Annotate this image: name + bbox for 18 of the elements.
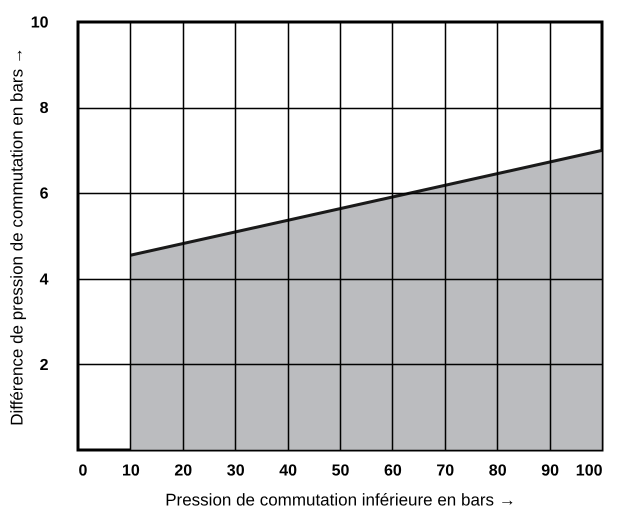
x-tick-label: 30 xyxy=(226,462,245,480)
y-tick-label: 4 xyxy=(40,271,49,288)
x-tick-label: 70 xyxy=(436,462,454,480)
y-tick-label: 10 xyxy=(30,14,49,32)
x-tick-label: 10 xyxy=(122,462,140,480)
x-tick-label: 50 xyxy=(332,462,350,480)
x-tick-label: 60 xyxy=(384,462,402,480)
y-tick-label: 6 xyxy=(40,186,49,203)
x-tick-label: 0 xyxy=(78,462,88,480)
y-tick-label: 2 xyxy=(40,356,49,374)
x-tick-label: 40 xyxy=(279,462,298,480)
x-axis-title: Pression de commutation inférieure en bars → xyxy=(165,490,516,510)
x-tick-label: 100 xyxy=(576,462,603,480)
x-tick-label: 20 xyxy=(174,462,192,480)
x-tick-label: 90 xyxy=(541,462,560,480)
x-tick-label: 80 xyxy=(488,462,507,480)
y-axis-title: Différence de pression de commutation en bars → xyxy=(8,47,27,426)
y-tick-label: 8 xyxy=(40,100,49,118)
